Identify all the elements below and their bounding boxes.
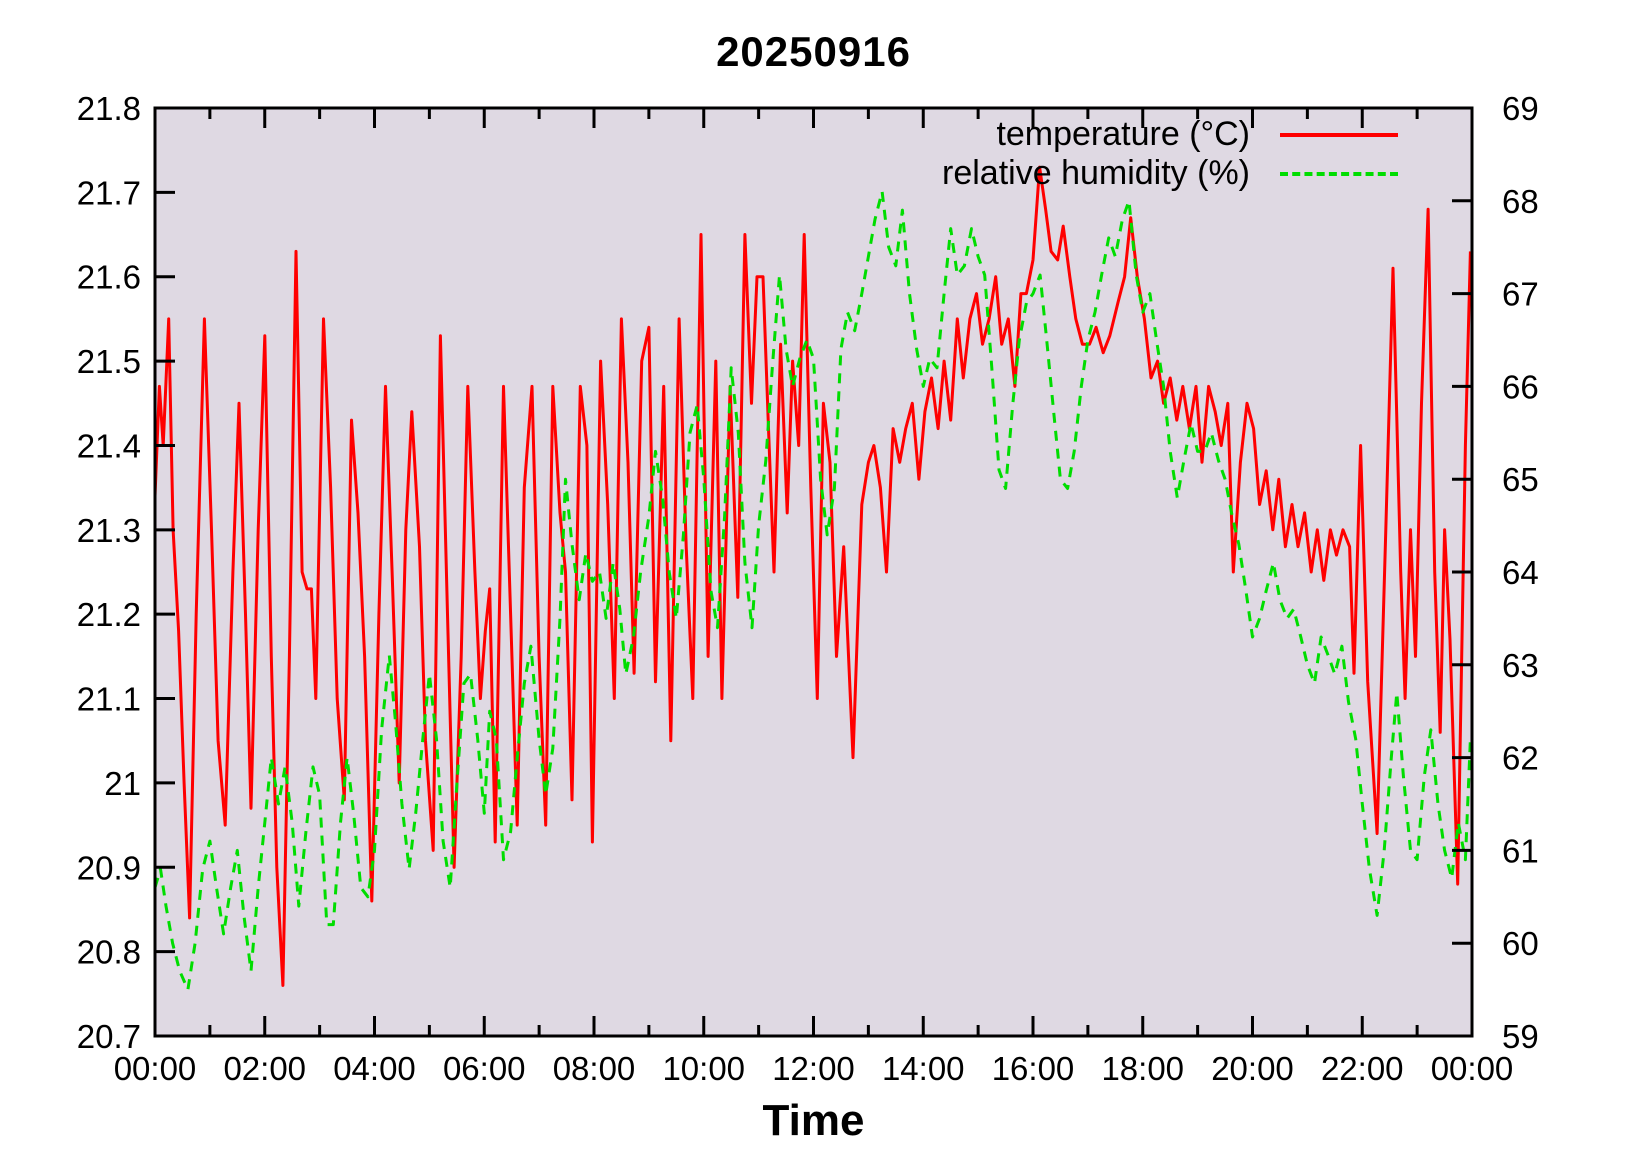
y-left-tick-label: 21.5 — [77, 343, 141, 380]
legend-item-temperature: temperature (°C) — [996, 115, 1398, 153]
legend-label-humidity: relative humidity (%) — [942, 154, 1250, 192]
series-line-temperature — [153, 165, 1472, 987]
x-tick-label: 20:00 — [1211, 1050, 1294, 1087]
legend-label-temperature: temperature (°C) — [996, 115, 1250, 153]
y-right-tick-label: 61 — [1502, 832, 1539, 869]
y-right-tick-label: 66 — [1502, 368, 1539, 405]
x-tick-label: 22:00 — [1321, 1050, 1404, 1087]
y-left-tick-label: 21.1 — [77, 681, 141, 718]
y-left-tick-label: 21.8 — [77, 90, 141, 127]
y-left-tick-label: 20.9 — [77, 849, 141, 886]
y-left-tick-label: 21.6 — [77, 259, 141, 296]
legend-line-sample-humidity — [1280, 171, 1398, 176]
legend: temperature (°C) relative humidity (%) — [942, 115, 1398, 192]
x-axis-title: Time — [762, 1096, 865, 1145]
x-tick-label: 06:00 — [443, 1050, 526, 1087]
series-line-humidity — [153, 190, 1472, 992]
x-tick-label: 18:00 — [1101, 1050, 1184, 1087]
y-right-tick-label: 68 — [1502, 183, 1539, 220]
y-left-tick-label: 21.4 — [77, 427, 141, 464]
x-tick-label: 02:00 — [223, 1050, 306, 1087]
x-tick-label: 10:00 — [662, 1050, 745, 1087]
y-left-tick-label: 21.2 — [77, 596, 141, 633]
legend-item-humidity: relative humidity (%) — [942, 154, 1398, 192]
y-right-tick-label: 60 — [1502, 925, 1539, 962]
y-right-tick-label: 59 — [1502, 1018, 1539, 1055]
y-left-tick-label: 21.3 — [77, 512, 141, 549]
y-right-tick-label: 62 — [1502, 740, 1539, 777]
x-tick-label: 04:00 — [333, 1050, 416, 1087]
legend-line-sample-temperature — [1280, 132, 1398, 137]
y-right-tick-label: 63 — [1502, 647, 1539, 684]
y-left-tick-label: 20.8 — [77, 934, 141, 971]
y-left-tick-label: 21 — [104, 765, 141, 802]
y-right-tick-label: 69 — [1502, 90, 1539, 127]
x-tick-label: 00:00 — [1431, 1050, 1514, 1087]
x-tick-label: 16:00 — [992, 1050, 1075, 1087]
y-right-tick-label: 67 — [1502, 276, 1539, 313]
chart-title: 20250916 — [716, 28, 911, 75]
x-tick-label: 08:00 — [553, 1050, 636, 1087]
x-tick-label: 00:00 — [114, 1050, 197, 1087]
y-left-tick-label: 21.7 — [77, 174, 141, 211]
x-tick-label: 12:00 — [772, 1050, 855, 1087]
x-tick-label: 14:00 — [882, 1050, 965, 1087]
y-left-tick-label: 20.7 — [77, 1018, 141, 1055]
y-right-tick-label: 65 — [1502, 461, 1539, 498]
y-right-tick-label: 64 — [1502, 554, 1539, 591]
